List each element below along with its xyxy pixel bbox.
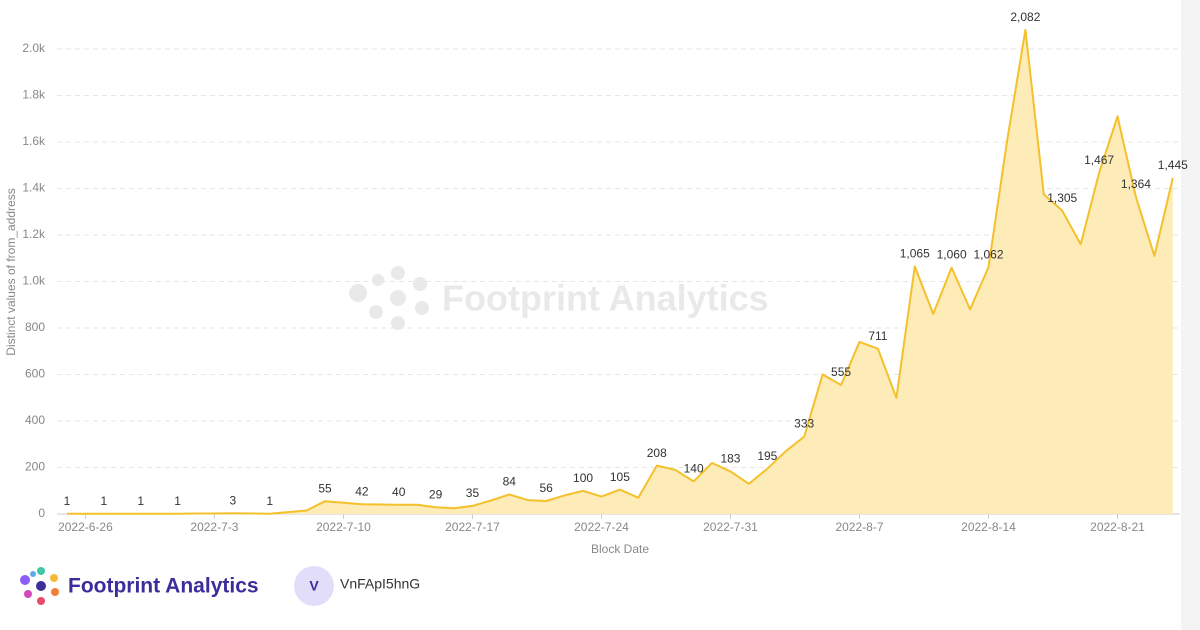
data-label: 55	[318, 481, 332, 495]
x-tick-label: 2022-7-24	[574, 520, 629, 534]
x-tick-label: 2022-7-10	[316, 520, 371, 534]
data-label: 1	[266, 494, 273, 508]
data-label: 140	[684, 462, 704, 476]
y-tick-label: 400	[25, 413, 45, 427]
footer-logo	[20, 567, 59, 605]
y-tick-label: 200	[25, 460, 45, 474]
data-label: 195	[757, 449, 777, 463]
data-label: 3	[230, 493, 237, 507]
footer-brand: Footprint Analytics	[68, 575, 259, 598]
y-axis-title: Distinct values of from_address	[4, 188, 18, 355]
y-tick-label: 600	[25, 367, 45, 381]
data-label: 105	[610, 470, 630, 484]
data-label: 40	[392, 485, 406, 499]
data-label: 711	[868, 329, 887, 343]
x-tick-label: 2022-6-26	[58, 520, 113, 534]
y-tick-label: 800	[25, 320, 45, 334]
x-axis-title: Block Date	[591, 542, 649, 556]
data-label: 1,305	[1047, 191, 1077, 205]
data-label: 183	[720, 452, 740, 466]
data-label: 333	[794, 417, 814, 431]
data-label: 1	[64, 494, 71, 508]
data-label: 56	[540, 481, 554, 495]
avatar	[294, 566, 334, 606]
data-label: 1	[137, 494, 144, 508]
y-tick-label: 1.4k	[22, 181, 46, 195]
data-label: 555	[831, 365, 851, 379]
data-label: 84	[503, 475, 517, 489]
footer-user: VnFApI5hnG	[340, 576, 420, 592]
data-label: 1,062	[973, 247, 1003, 261]
data-label: 100	[573, 471, 593, 485]
watermark-logo	[349, 266, 429, 330]
data-label: 42	[355, 484, 369, 498]
y-tick-label: 1.2k	[22, 227, 46, 241]
area-fill	[67, 29, 1173, 515]
y-tick-label: 2.0k	[22, 41, 46, 55]
y-tick-label: 1.0k	[22, 274, 46, 288]
x-tick-label: 2022-8-14	[961, 520, 1016, 534]
plot: 0 200 400 600 800 1.0k 1.2k 1.4k 1.6k 1.8k 2.0k 202…	[22, 10, 1188, 534]
watermark: Footprint Analytics	[349, 266, 769, 330]
data-label: 35	[466, 486, 480, 500]
data-label: 1,065	[900, 247, 930, 261]
data-label: 1,467	[1084, 153, 1114, 167]
data-label: 1	[174, 494, 181, 508]
data-label: 1	[101, 494, 108, 508]
data-label: 1,060	[937, 248, 967, 262]
data-label: 208	[647, 446, 667, 460]
y-tick-label: 1.8k	[22, 88, 46, 102]
y-tick-label: 0	[38, 506, 45, 520]
data-label: 1,445	[1158, 158, 1188, 172]
scrollbar-track	[1181, 0, 1200, 630]
x-tick-label: 2022-7-31	[703, 520, 758, 534]
y-tick-label: 1.6k	[22, 134, 46, 148]
data-label: 1,364	[1121, 177, 1151, 191]
x-tick-label: 2022-8-21	[1090, 520, 1145, 534]
x-tick-label: 2022-8-7	[835, 520, 883, 534]
avatar-initial: V	[309, 578, 319, 594]
data-label: 2,082	[1010, 10, 1040, 24]
x-tick-label: 2022-7-3	[190, 520, 238, 534]
x-tick-label: 2022-7-17	[445, 520, 500, 534]
watermark-text: Footprint Analytics	[442, 278, 769, 319]
line	[67, 28, 1174, 515]
data-label: 29	[429, 487, 443, 501]
